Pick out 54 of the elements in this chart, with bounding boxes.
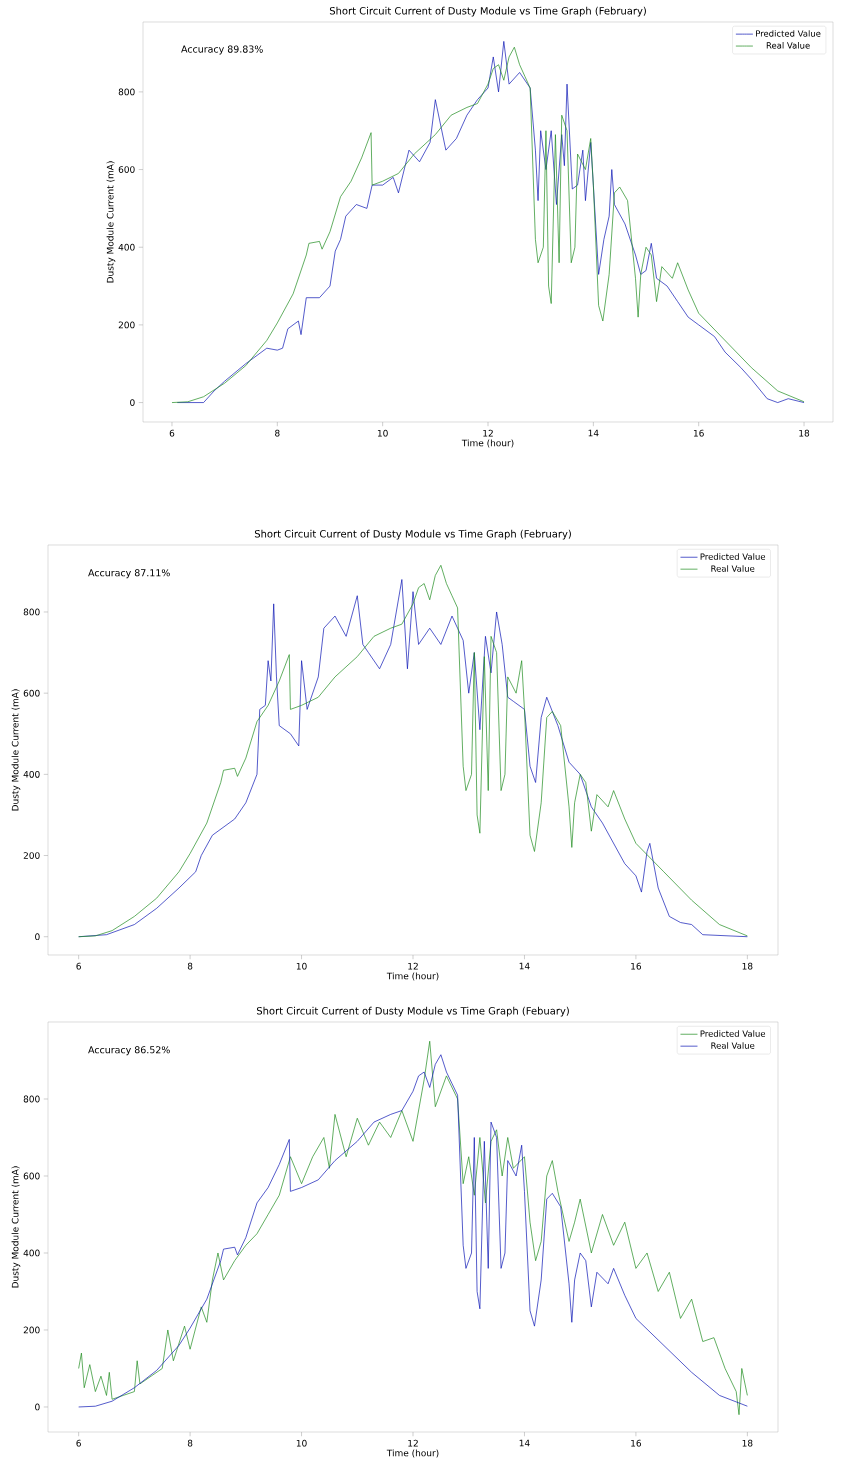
x-tick-label: 18 (742, 962, 753, 970)
x-tick-label: 16 (631, 1439, 642, 1447)
y-tick-label: 600 (23, 1172, 40, 1180)
y-tick-label: 600 (23, 689, 40, 697)
y-axis-title: Dusty Module Current (mA) (106, 161, 116, 283)
chart-title: Short Circuit Current of Dusty Module vs Time Graph (Febuary) (256, 1006, 569, 1017)
x-tick-label: 10 (296, 1439, 307, 1447)
x-axis-title: Time (hour) (386, 1449, 439, 1458)
x-tick-label: 8 (187, 962, 193, 970)
x-tick-label: 10 (296, 962, 307, 970)
x-tick-label: 10 (377, 429, 388, 437)
legend-label: Predicted Value (700, 553, 766, 560)
y-tick-label: 800 (23, 608, 40, 616)
y-tick-label: 200 (23, 852, 40, 859)
x-tick-label: 12 (483, 429, 493, 437)
x-tick-label: 8 (275, 429, 280, 437)
y-tick-label: 800 (23, 1095, 40, 1103)
x-tick-label: 14 (588, 429, 599, 437)
y-tick-label: 400 (23, 770, 40, 778)
annotation: Accuracy 86.52% (88, 1046, 170, 1056)
y-tick-label: 400 (118, 243, 135, 251)
y-tick-label: 400 (23, 1249, 40, 1257)
x-tick-label: 6 (76, 1439, 81, 1447)
x-tick-label: 8 (187, 1439, 193, 1447)
x-tick-label: 6 (169, 429, 175, 437)
x-axis-title: Time (hour) (386, 972, 439, 981)
x-tick-label: 12 (408, 962, 418, 970)
y-tick-label: 0 (35, 1403, 40, 1411)
x-tick-label: 16 (693, 429, 704, 437)
chart-title: Short Circuit Current of Dusty Module vs Time Graph (February) (254, 529, 571, 540)
y-tick-label: 0 (35, 933, 40, 941)
legend-label: Real Value (766, 42, 810, 49)
x-tick-label: 16 (631, 962, 642, 970)
y-tick-label: 600 (118, 166, 135, 173)
legend-label: Predicted Value (700, 1030, 766, 1037)
y-tick-label: 0 (130, 399, 135, 406)
legend-label: Real Value (711, 565, 755, 572)
x-tick-label: 6 (76, 962, 81, 970)
x-axis-title: Time (hour) (461, 439, 514, 448)
y-axis-title: Dusty Module Current (mA) (11, 1166, 21, 1288)
y-tick-label: 200 (118, 321, 135, 329)
x-tick-label: 14 (519, 1439, 530, 1447)
y-axis-title: Dusty Module Current (mA) (11, 689, 21, 811)
x-tick-label: 18 (799, 429, 810, 437)
y-tick-label: 800 (118, 88, 135, 96)
chart-title: Short Circuit Current of Dusty Module vs Time Graph (February) (329, 6, 646, 17)
x-tick-label: 14 (519, 962, 530, 970)
y-tick-label: 200 (23, 1326, 40, 1334)
annotation: Accuracy 87.11% (88, 569, 170, 579)
legend-label: Predicted Value (756, 30, 821, 37)
x-tick-label: 12 (408, 1439, 418, 1447)
x-tick-label: 18 (742, 1439, 753, 1447)
annotation: Accuracy 89.83% (181, 45, 263, 55)
legend-label: Real Value (711, 1042, 755, 1049)
